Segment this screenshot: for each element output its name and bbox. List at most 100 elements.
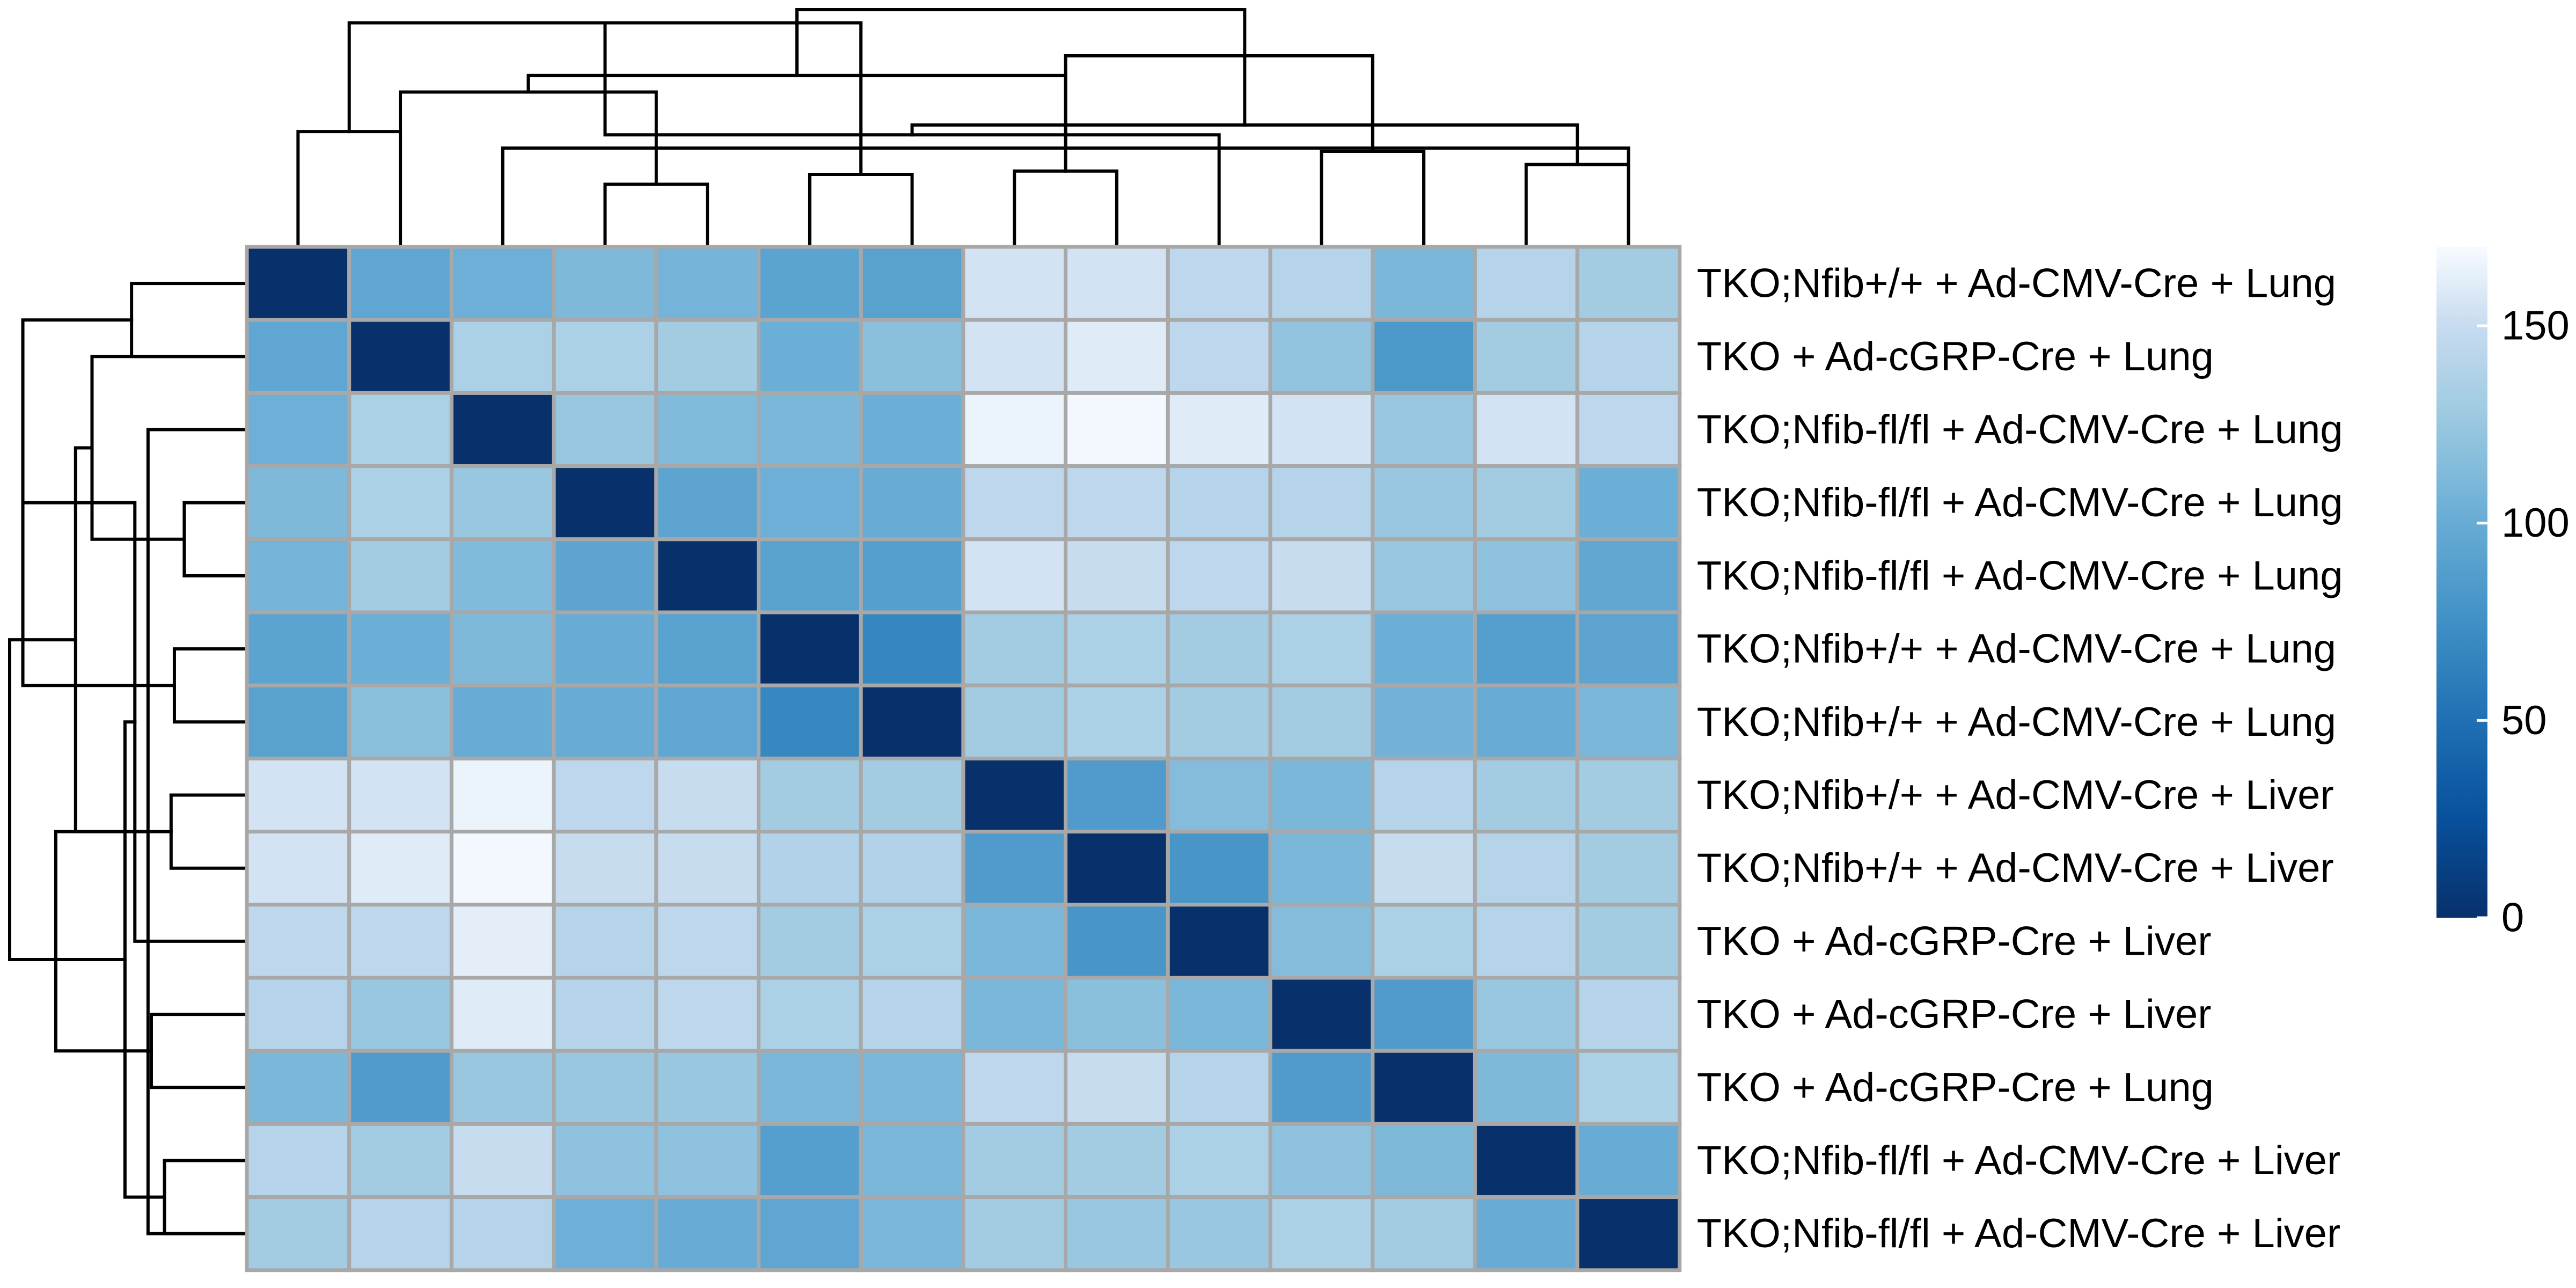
column-dendrogram-link	[795, 8, 1247, 127]
heatmap-cell	[1575, 245, 1682, 322]
row-dendrogram-link	[8, 638, 127, 961]
heatmap-cell	[1371, 1122, 1477, 1199]
heatmap-cell	[1473, 830, 1579, 907]
column-dendrogram-link	[910, 123, 1579, 166]
heatmap-cell	[1473, 464, 1579, 541]
heatmap-cell	[757, 683, 863, 760]
heatmap-cell	[654, 318, 761, 395]
row-dendrogram-link	[74, 446, 150, 833]
heatmap-cell	[347, 830, 453, 907]
heatmap-cell	[1371, 1049, 1477, 1126]
heatmap-cell	[859, 464, 965, 541]
heatmap-cell	[347, 610, 453, 687]
heatmap-cell	[757, 1049, 863, 1126]
heatmap-cell	[961, 976, 1068, 1053]
heatmap-cell	[1575, 537, 1682, 614]
heatmap-cell	[757, 830, 863, 907]
heatmap-cell	[1166, 1122, 1272, 1199]
heatmap-cell	[757, 245, 863, 322]
row-dendrogram-link	[172, 647, 248, 724]
heatmap-cell	[1064, 537, 1170, 614]
heatmap-cell	[1166, 1049, 1272, 1126]
column-dendrogram-link	[399, 90, 658, 248]
heatmap-cell	[1166, 537, 1272, 614]
heatmap-cell	[961, 1049, 1068, 1126]
heatmap-cell	[552, 1122, 658, 1199]
heatmap-cell	[552, 464, 658, 541]
row-label: TKO;Nfib+/+ + Ad-CMV-Cre + Liver	[1697, 772, 2334, 818]
heatmap-cell	[1473, 1195, 1579, 1272]
heatmap-cell	[859, 1195, 965, 1272]
row-label: TKO;Nfib-fl/fl + Ad-CMV-Cre + Liver	[1697, 1211, 2340, 1256]
heatmap-cells	[245, 245, 1682, 1272]
heatmap-cell	[1575, 903, 1682, 980]
heatmap-cell	[245, 318, 352, 395]
heatmap-cell	[245, 610, 352, 687]
heatmap-cell	[1064, 1195, 1170, 1272]
heatmap-cell	[1473, 245, 1579, 322]
heatmap-cell	[552, 245, 658, 322]
row-label: TKO + Ad-cGRP-Cre + Lung	[1697, 1065, 2214, 1110]
heatmap-cell	[449, 1049, 556, 1126]
heatmap-cell	[1371, 756, 1477, 834]
heatmap-cell	[1268, 1049, 1375, 1126]
column-dendrogram-link	[1064, 54, 1374, 173]
heatmap-cell	[1473, 1122, 1579, 1199]
heatmap-cell	[1575, 391, 1682, 469]
heatmap-cell	[1371, 318, 1477, 395]
heatmap-cell	[449, 464, 556, 541]
color-legend-ticks: 150 100 50 0	[2477, 303, 2570, 941]
heatmap-cell	[859, 1049, 965, 1126]
heatmap-cell	[449, 683, 556, 760]
heatmap-cell	[449, 245, 556, 322]
heatmap-cell	[245, 1122, 352, 1199]
heatmap-cell	[1064, 610, 1170, 687]
heatmap-cell	[449, 318, 556, 395]
heatmap-cell	[347, 1049, 453, 1126]
heatmap-cell	[859, 245, 965, 322]
column-dendrogram-link	[1320, 149, 1426, 248]
row-dendrogram-link	[90, 355, 248, 541]
heatmap-cell	[449, 830, 556, 907]
heatmap-cell	[757, 976, 863, 1053]
heatmap-cell	[961, 318, 1068, 395]
heatmap-cell	[1575, 1049, 1682, 1126]
column-dendrogram-link	[526, 74, 1067, 150]
column-dendrogram-link	[1524, 163, 1630, 248]
heatmap-cell	[1371, 391, 1477, 469]
heatmap-cell	[859, 756, 965, 834]
heatmap-cell	[757, 1122, 863, 1199]
heatmap-cell	[552, 830, 658, 907]
heatmap-cell	[1268, 318, 1375, 395]
color-legend: 150 100 50 0	[2436, 247, 2570, 941]
heatmap-cell	[1064, 391, 1170, 469]
heatmap-cell	[757, 464, 863, 541]
color-legend-bar	[2436, 247, 2487, 918]
heatmap-cell	[1575, 756, 1682, 834]
heatmap-cell	[1064, 1049, 1170, 1126]
heatmap-cell	[1268, 903, 1375, 980]
heatmap-cell	[552, 391, 658, 469]
heatmap-cell	[757, 391, 863, 469]
heatmap-cell	[1064, 756, 1170, 834]
row-dendrogram-link	[169, 793, 248, 870]
heatmap-cell	[1575, 1195, 1682, 1272]
heatmap-cell	[347, 683, 453, 760]
heatmap-cell	[347, 537, 453, 614]
heatmap-cell	[961, 537, 1068, 614]
heatmap-cell	[449, 391, 556, 469]
row-dendrogram-link	[54, 830, 173, 1053]
heatmap-cell	[961, 391, 1068, 469]
heatmap-cell	[1473, 318, 1579, 395]
heatmap-cell	[1473, 976, 1579, 1053]
heatmap-cell	[654, 464, 761, 541]
heatmap-cell	[1473, 1049, 1579, 1126]
heatmap-cell	[1268, 391, 1375, 469]
heatmap-cell	[1575, 1122, 1682, 1199]
heatmap-cell	[1575, 318, 1682, 395]
heatmap-cell	[757, 903, 863, 980]
color-legend-tick-label: 150	[2501, 303, 2570, 349]
heatmap-cell	[1064, 245, 1170, 322]
row-label: TKO;Nfib+/+ + Ad-CMV-Cre + Lung	[1697, 626, 2336, 672]
heatmap-cell	[1064, 976, 1170, 1053]
